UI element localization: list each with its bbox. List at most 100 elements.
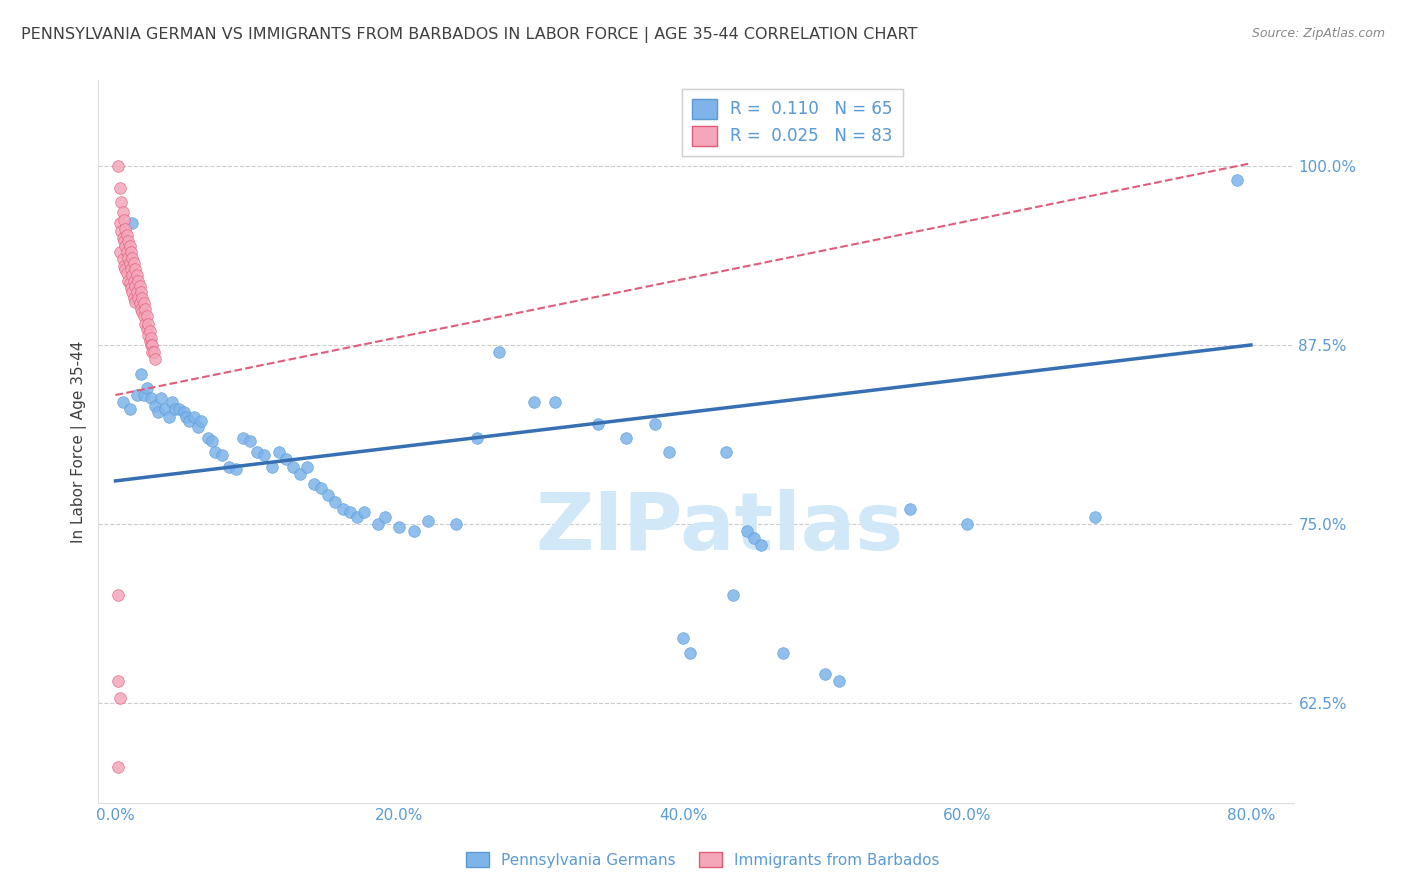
Point: [120, 244, 142, 259]
Point: [115, 267, 138, 281]
Point: [232, 431, 254, 445]
Point: [107, 760, 129, 774]
Point: [107, 588, 129, 602]
Point: [131, 291, 153, 305]
Point: [135, 381, 157, 395]
Point: [828, 674, 851, 689]
Point: [149, 391, 172, 405]
Point: [108, 180, 131, 194]
Point: [218, 459, 240, 474]
Point: [128, 296, 150, 310]
Point: [204, 445, 226, 459]
Text: ZIPatlas: ZIPatlas: [536, 489, 904, 567]
Point: [173, 405, 195, 419]
Point: [122, 256, 145, 270]
Text: Source: ZipAtlas.com: Source: ZipAtlas.com: [1251, 27, 1385, 40]
Point: [956, 516, 979, 531]
Point: [108, 216, 131, 230]
Point: [112, 213, 135, 227]
Point: [444, 516, 467, 531]
Point: [120, 281, 142, 295]
Point: [253, 448, 276, 462]
Point: [325, 495, 347, 509]
Point: [121, 285, 143, 299]
Point: [135, 310, 157, 324]
Point: [108, 691, 131, 706]
Point: [117, 274, 139, 288]
Point: [129, 285, 152, 299]
Point: [281, 459, 304, 474]
Point: [318, 488, 340, 502]
Point: [742, 531, 765, 545]
Point: [157, 409, 180, 424]
Point: [136, 328, 159, 343]
Point: [367, 516, 389, 531]
Point: [416, 514, 439, 528]
Point: [121, 216, 143, 230]
Point: [107, 674, 129, 689]
Point: [749, 538, 772, 552]
Point: [176, 409, 198, 424]
Legend: R =  0.110   N = 65, R =  0.025   N = 83: R = 0.110 N = 65, R = 0.025 N = 83: [682, 88, 903, 156]
Point: [467, 431, 489, 445]
Point: [197, 431, 219, 445]
Point: [288, 467, 311, 481]
Point: [129, 302, 152, 317]
Point: [672, 632, 695, 646]
Point: [111, 252, 134, 266]
Point: [1226, 173, 1249, 187]
Point: [165, 402, 187, 417]
Point: [139, 331, 162, 345]
Point: [134, 302, 156, 317]
Point: [139, 391, 162, 405]
Point: [190, 414, 212, 428]
Point: [122, 274, 145, 288]
Point: [225, 462, 247, 476]
Point: [183, 409, 205, 424]
Point: [679, 646, 702, 660]
Point: [124, 295, 146, 310]
Point: [121, 251, 143, 265]
Point: [153, 402, 176, 417]
Point: [122, 291, 145, 305]
Point: [127, 274, 149, 288]
Point: [125, 388, 148, 402]
Point: [138, 334, 160, 348]
Point: [124, 262, 146, 277]
Point: [114, 239, 136, 253]
Point: [332, 502, 354, 516]
Point: [201, 434, 224, 448]
Point: [132, 388, 155, 402]
Point: [616, 431, 638, 445]
Point: [141, 345, 163, 359]
Point: [136, 317, 159, 331]
Point: [239, 434, 262, 448]
Text: PENNSYLVANIA GERMAN VS IMMIGRANTS FROM BARBADOS IN LABOR FORCE | AGE 35-44 CORRE: PENNSYLVANIA GERMAN VS IMMIGRANTS FROM B…: [21, 27, 918, 43]
Point: [160, 395, 183, 409]
Point: [118, 277, 141, 291]
Point: [309, 481, 332, 495]
Point: [111, 230, 134, 244]
Point: [118, 239, 141, 253]
Point: [523, 395, 546, 409]
Point: [142, 345, 165, 359]
Point: [488, 345, 510, 359]
Point: [125, 285, 148, 299]
Point: [138, 324, 160, 338]
Point: [124, 279, 146, 293]
Point: [110, 223, 132, 237]
Point: [388, 519, 411, 533]
Point: [114, 262, 136, 277]
Point: [544, 395, 567, 409]
Point: [121, 268, 143, 282]
Point: [114, 222, 136, 236]
Point: [108, 244, 131, 259]
Point: [274, 452, 297, 467]
Point: [127, 291, 149, 305]
Point: [132, 296, 155, 310]
Point: [353, 505, 375, 519]
Point: [132, 310, 155, 324]
Point: [141, 338, 163, 352]
Point: [143, 400, 166, 414]
Point: [112, 234, 135, 248]
